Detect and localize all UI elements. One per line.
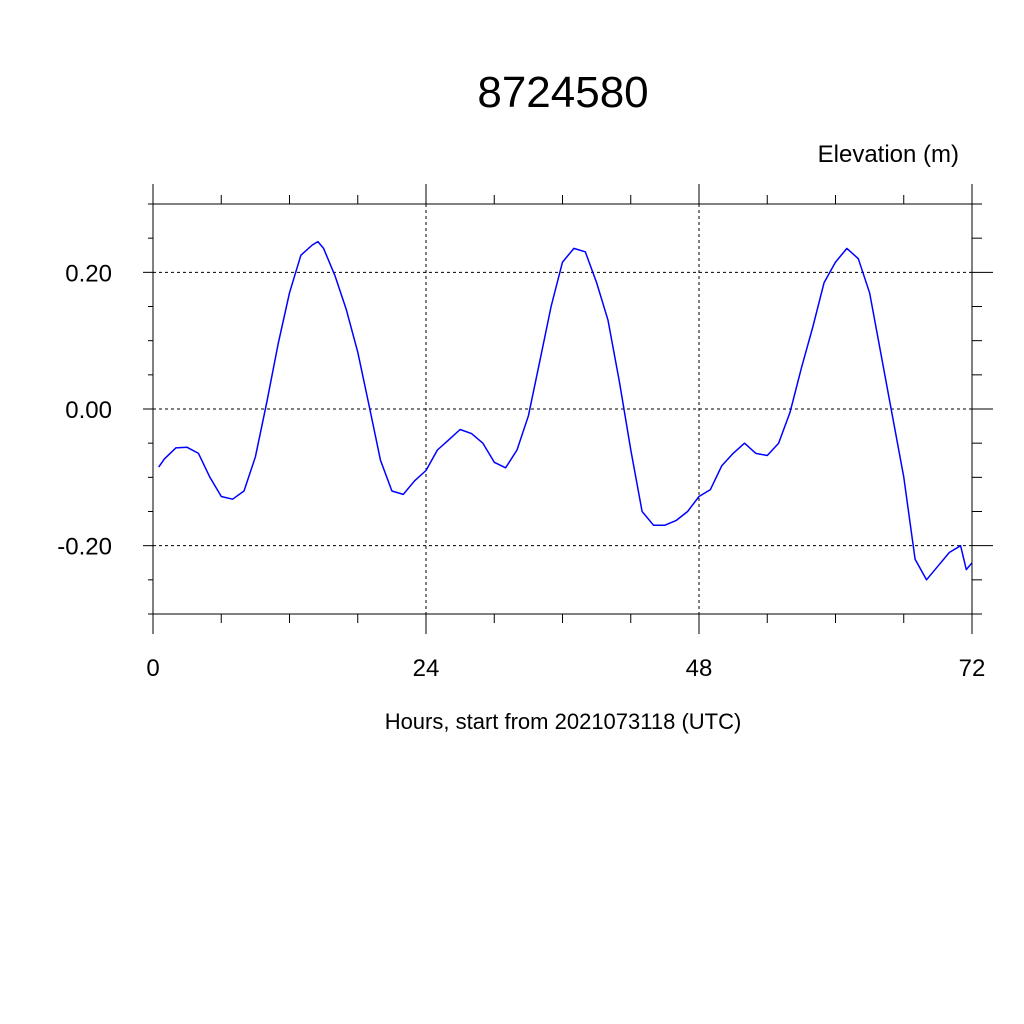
y-tick-label: -0.20 bbox=[57, 534, 112, 561]
y-tick-label: 0.20 bbox=[65, 260, 112, 287]
grid-lines bbox=[153, 204, 972, 614]
x-tick-label: 0 bbox=[146, 655, 159, 682]
tick-labels: 0.20 0.00 -0.20 0 24 48 72 bbox=[57, 260, 985, 682]
x-axis-label: Hours, start from 2021073118 (UTC) bbox=[385, 709, 742, 734]
x-tick-label: 72 bbox=[959, 655, 986, 682]
y-axis-label: Elevation (m) bbox=[818, 141, 959, 168]
series-line bbox=[158, 240, 973, 581]
series-group bbox=[158, 240, 973, 581]
y-tick-label: 0.00 bbox=[65, 397, 112, 424]
x-tick-label: 24 bbox=[413, 655, 440, 682]
axis-ticks bbox=[143, 184, 993, 634]
plot-frame bbox=[152, 203, 973, 615]
chart-title: 8724580 bbox=[477, 68, 648, 117]
x-tick-label: 48 bbox=[686, 655, 713, 682]
